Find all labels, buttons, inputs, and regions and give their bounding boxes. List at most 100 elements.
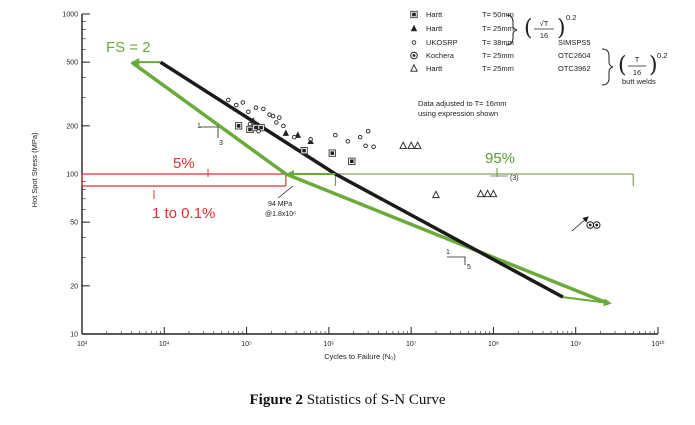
point-filled-square: [234, 122, 243, 130]
slope-triangle-5: 1 5: [446, 249, 471, 271]
series-filled-square: [234, 122, 356, 165]
x-tick-label: 10⁴: [159, 341, 170, 348]
y-tick-label: 20: [70, 283, 78, 290]
svg-text:1: 1: [446, 249, 450, 256]
legend-name: Hartt: [426, 10, 443, 19]
legend-marker: [410, 51, 418, 60]
slope-triangle-3: 1 3: [197, 123, 223, 147]
series-open-triangle: [399, 141, 498, 199]
point-filled-square: [246, 125, 254, 133]
pct-5-label: 5%: [173, 155, 195, 172]
point-open-triangle: [476, 189, 485, 198]
legend-name: Kochera: [426, 51, 455, 60]
caption-text: Statistics of S-N Curve: [306, 392, 446, 408]
legend-thickness: T= 25mm: [482, 24, 514, 33]
point-filled-square: [257, 123, 265, 132]
point-open-triangle: [399, 141, 408, 149]
series-target-circle: [586, 221, 601, 229]
point-target-circle: [586, 221, 595, 229]
svg-text:5: 5: [467, 264, 471, 271]
point-open-triangle: [483, 189, 492, 198]
legend-name: Hartt: [426, 24, 443, 33]
point-small-dot: [363, 143, 368, 149]
point-small-dot: [357, 134, 363, 140]
point-open-triangle: [407, 141, 416, 149]
svg-text:3: 3: [219, 140, 223, 147]
legend-entry: Hartt T= 50mm: [410, 10, 514, 19]
svg-text:√T: √T: [540, 19, 549, 28]
pct-01-label: 1 to 0.1%: [152, 205, 215, 222]
note-line-2: using expression shown: [418, 109, 498, 118]
svg-text:butt welds: butt welds: [622, 77, 656, 86]
design-curve-fs2: [130, 60, 610, 306]
kochera-arrow: [571, 216, 589, 232]
point-small-dot: [267, 112, 272, 117]
x-tick-label: 10³: [77, 341, 88, 348]
x-tick-label: 10⁶: [324, 341, 335, 348]
y-tick-label: 50: [70, 220, 78, 227]
svg-text:(: (: [524, 16, 533, 41]
legend-entry: Kochera T= 25mm OTC2604: [410, 51, 591, 60]
point-small-dot: [277, 115, 282, 120]
point-small-dot: [253, 105, 259, 110]
y-tick-label: 100: [66, 172, 78, 179]
note-line-1: Data adjusted to T= 16mm: [418, 99, 506, 108]
point-filled-square: [328, 149, 336, 157]
point-filled-triangle: [249, 117, 257, 124]
svg-text:94 MPa: 94 MPa: [268, 201, 292, 208]
sn-chart: 10³ 10⁴ 10⁵ 10⁶ 10⁷ 10⁸ 10⁹ 10¹⁰ 10205010020050…: [30, 10, 667, 361]
design-arrow: [562, 296, 612, 307]
legend-name: UKOSRP: [426, 38, 458, 47]
fs-label: FS = 2: [106, 39, 151, 56]
annotation-94mpa: 94 MPa @1.8x10⁶: [265, 185, 296, 218]
pct-95-label: 95%: [485, 150, 515, 167]
legend-marker: [411, 40, 417, 45]
series-small-dot: [226, 97, 376, 150]
point-small-dot: [281, 123, 286, 129]
legend-ref: OTC2604: [558, 51, 591, 60]
x-tick-label: 10¹⁰: [652, 340, 665, 348]
point-small-dot: [333, 132, 338, 138]
caption-label: Figure 2: [249, 392, 303, 408]
legend-entry: Hartt T= 25mm: [410, 24, 514, 33]
svg-text:@1.8x10⁶: @1.8x10⁶: [265, 211, 296, 218]
reference-line-100mpa: [81, 173, 634, 187]
point-small-dot: [261, 106, 266, 112]
legend-thickness: T= 25mm: [482, 51, 514, 60]
legend-ref: SIMSPS5: [558, 38, 591, 47]
legend-entry: UKOSRP T= 38mm SIMSPS5: [411, 38, 591, 47]
point-small-dot: [240, 100, 246, 105]
point-small-dot: [246, 109, 251, 114]
point-small-dot: [345, 139, 351, 144]
y-tick-label: 1000: [62, 12, 78, 19]
svg-text:16: 16: [540, 31, 548, 40]
point-small-dot: [256, 129, 261, 134]
legend-thickness: T= 38mm: [482, 38, 514, 47]
point-filled-triangle: [282, 129, 290, 136]
point-small-dot: [365, 129, 371, 134]
point-small-dot: [247, 121, 253, 127]
svg-text:): ): [557, 16, 566, 41]
x-tick-label: 10⁵: [241, 341, 252, 348]
y-tick-labels: 10 20 50 100 200 500 1000: [62, 12, 78, 339]
point-filled-square: [300, 147, 308, 155]
legend-marker: [410, 10, 418, 19]
point-small-dot: [270, 113, 276, 119]
point-filled-square: [348, 157, 356, 165]
point-small-dot: [292, 134, 297, 140]
legend-formula-2: ( T 16 ) 0.2 butt welds: [601, 48, 667, 86]
legend-entry: Hartt T= 25mm OTC3962: [410, 63, 591, 73]
point-target-circle: [592, 221, 601, 229]
svg-text:16: 16: [633, 68, 641, 77]
legend: Hartt T= 50mm Hartt T= 25mm UKOSRP T= 38mm SIM…: [410, 10, 591, 73]
svg-text:0.2: 0.2: [657, 51, 667, 60]
legend-thickness: T= 50mm: [482, 10, 514, 19]
x-tick-labels: 10³ 10⁴ 10⁵ 10⁶ 10⁷ 10⁸ 10⁹ 10¹⁰: [77, 340, 665, 348]
svg-text:1: 1: [197, 123, 201, 130]
point-small-dot: [274, 120, 279, 125]
point-small-dot: [308, 136, 313, 142]
point-small-dot: [226, 97, 231, 103]
x-tick-label: 10⁹: [570, 341, 581, 348]
legend-name: Hartt: [426, 64, 443, 73]
point-open-triangle: [431, 190, 440, 199]
